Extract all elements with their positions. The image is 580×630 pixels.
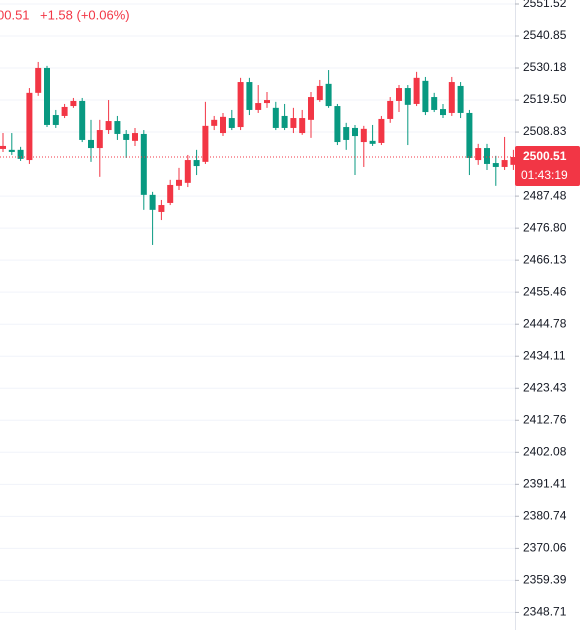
candle-body (281, 115, 288, 128)
candle-body (44, 67, 50, 125)
candle-body (184, 160, 191, 183)
candle-body (369, 140, 376, 144)
candle-body (466, 112, 473, 158)
candle-body (149, 194, 156, 210)
y-tick-label: 2476.80 (523, 220, 567, 234)
candle-body (299, 118, 306, 134)
last-price-label: 2500.51 (523, 149, 567, 163)
candle-body (308, 97, 314, 120)
candle-body (26, 92, 33, 161)
y-tick-label: 2519.50 (523, 92, 567, 106)
candle-body (510, 157, 517, 165)
header-price: 00.51 (0, 7, 30, 22)
candle-body (448, 82, 455, 113)
candle-body (35, 67, 42, 93)
candle-body (202, 125, 209, 162)
candle-body (114, 121, 121, 134)
y-tick-label: 2402.08 (523, 444, 567, 458)
candle-body (255, 103, 262, 110)
y-tick-label: 2444.78 (523, 316, 567, 330)
candle-body (88, 139, 94, 149)
y-tick-label: 2434.11 (523, 348, 566, 362)
candle-body (396, 88, 402, 101)
candle-body (325, 83, 332, 107)
y-tick-label: 2508.83 (523, 124, 567, 138)
countdown-label: 01:43:19 (521, 168, 568, 182)
candle-body (272, 107, 279, 128)
y-tick-label: 2391.41 (523, 476, 567, 490)
candle-body (8, 149, 15, 152)
candle-body (501, 160, 508, 167)
candle-body (387, 100, 394, 119)
candle-body (167, 184, 174, 203)
candle-body (352, 127, 358, 137)
candle-body (61, 106, 68, 116)
candle-body (79, 100, 86, 140)
candle-body (158, 205, 165, 212)
grid (0, 3, 515, 613)
candle-body (105, 121, 112, 131)
last-price-box (515, 146, 580, 187)
y-tick-label: 2466.13 (523, 252, 567, 266)
candle-body (70, 100, 77, 107)
candle-body (492, 163, 499, 167)
candle-body (316, 85, 323, 101)
price-axis: 2551.52 2540.85 2530.18 2519.50 2508.83 2487.… (515, 0, 580, 619)
candle-body (457, 85, 464, 113)
candle-body (484, 148, 490, 164)
candle-body (334, 106, 341, 143)
y-tick-label: 2359.39 (523, 573, 567, 587)
candle-body (193, 160, 200, 167)
candle-body (96, 130, 103, 149)
candle-body (290, 118, 297, 128)
candle-body (52, 115, 59, 125)
candle-body (246, 82, 253, 110)
candle-body (378, 118, 385, 143)
candle-body (0, 145, 6, 149)
candle-body (264, 100, 270, 104)
candle-body (176, 179, 182, 186)
candle-body (440, 109, 446, 116)
candle-body (431, 97, 438, 110)
y-tick-label: 2551.52 (523, 0, 567, 10)
candle-body (475, 148, 482, 161)
y-tick-label: 2412.76 (523, 412, 567, 426)
candle-body (422, 80, 429, 113)
candle-body (220, 116, 226, 134)
candle-body (360, 128, 367, 143)
y-tick-label: 2455.46 (523, 284, 567, 298)
y-tick-label: 2370.06 (523, 541, 567, 555)
plot-area (0, 61, 517, 245)
candle-body (140, 133, 147, 195)
candle-body (17, 149, 24, 159)
candle-body (237, 82, 244, 128)
candle-body (404, 88, 411, 105)
candle-body (343, 127, 350, 140)
candle-body (211, 119, 218, 126)
y-tick-label: 2423.43 (523, 380, 567, 394)
candle-body (228, 118, 235, 128)
header-change: +1.58 (+0.06%) (40, 7, 130, 22)
y-tick-label: 2540.85 (523, 28, 567, 42)
candle-body (123, 133, 130, 140)
y-tick-label: 2530.18 (523, 60, 567, 74)
candle-body (413, 77, 420, 104)
y-tick-label: 2348.71 (523, 605, 567, 619)
y-tick-label: 2380.74 (523, 509, 567, 523)
candle-body (132, 133, 138, 141)
y-tick-label: 2487.48 (523, 188, 567, 202)
